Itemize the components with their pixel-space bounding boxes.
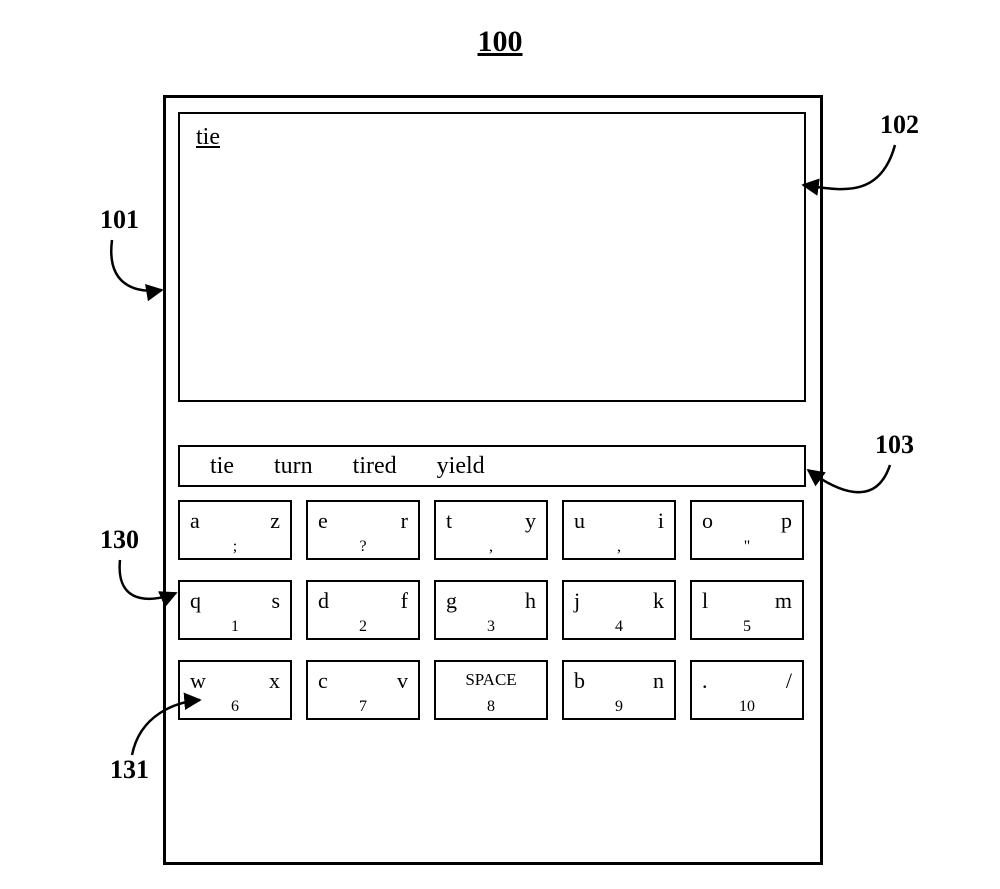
keyboard-key[interactable]: c v 7 xyxy=(306,660,420,720)
key-label-left: g xyxy=(446,588,457,614)
key-label-left: t xyxy=(446,508,452,534)
keyboard-key[interactable]: . / 10 xyxy=(690,660,804,720)
key-label-left: o xyxy=(702,508,713,534)
key-label-bottom: 3 xyxy=(436,618,546,636)
key-label-right: n xyxy=(653,668,664,694)
key-label-left: e xyxy=(318,508,328,534)
key-label-bottom: 7 xyxy=(308,698,418,716)
keyboard-key[interactable]: g h 3 xyxy=(434,580,548,640)
key-label-bottom: , xyxy=(436,538,546,556)
suggestion-item[interactable]: yield xyxy=(437,453,485,480)
keyboard-key[interactable]: l m 5 xyxy=(690,580,804,640)
key-label-right: i xyxy=(658,508,664,534)
key-label-bottom: 6 xyxy=(180,698,290,716)
key-label-left: d xyxy=(318,588,329,614)
key-label-right: x xyxy=(269,668,280,694)
key-label-right: p xyxy=(781,508,792,534)
ref-label-101: 101 xyxy=(100,205,139,235)
key-label-right: z xyxy=(270,508,280,534)
keyboard-key[interactable]: j k 4 xyxy=(562,580,676,640)
key-label-bottom: 8 xyxy=(436,698,546,716)
key-label-bottom: ; xyxy=(180,538,290,556)
key-label-left: u xyxy=(574,508,585,534)
typed-text: tie xyxy=(196,124,220,151)
key-label-center: SPACE xyxy=(436,670,546,690)
key-label-right: / xyxy=(786,668,792,694)
key-label-right: f xyxy=(401,588,408,614)
key-label-left: a xyxy=(190,508,200,534)
key-label-left: b xyxy=(574,668,585,694)
key-label-left: w xyxy=(190,668,206,694)
key-label-bottom: 2 xyxy=(308,618,418,636)
ref-label-130: 130 xyxy=(100,525,139,555)
suggestion-item[interactable]: turn xyxy=(274,453,313,480)
key-label-left: l xyxy=(702,588,708,614)
key-label-bottom: ? xyxy=(308,538,418,556)
key-label-left: q xyxy=(190,588,201,614)
key-label-bottom: , xyxy=(564,538,674,556)
ref-label-103: 103 xyxy=(875,430,914,460)
text-input-area[interactable]: tie xyxy=(178,112,806,402)
keyboard-key[interactable]: a z; xyxy=(178,500,292,560)
key-label-right: r xyxy=(401,508,408,534)
key-label-right: v xyxy=(397,668,408,694)
key-label-right: m xyxy=(775,588,792,614)
keyboard-key[interactable]: e r? xyxy=(306,500,420,560)
figure-number: 100 xyxy=(0,25,1000,59)
suggestion-item[interactable]: tired xyxy=(353,453,397,480)
keyboard-key[interactable]: SPACE 8 xyxy=(434,660,548,720)
key-label-bottom: 4 xyxy=(564,618,674,636)
key-label-left: c xyxy=(318,668,328,694)
keyboard-key[interactable]: t y, xyxy=(434,500,548,560)
keyboard-key[interactable]: o p " xyxy=(690,500,804,560)
keyboard-key[interactable]: w x 6 xyxy=(178,660,292,720)
keyboard-key[interactable]: d f 2 xyxy=(306,580,420,640)
key-label-right: k xyxy=(653,588,664,614)
key-label-right: h xyxy=(525,588,536,614)
key-label-right: y xyxy=(525,508,536,534)
key-label-bottom: 9 xyxy=(564,698,674,716)
key-label-left: j xyxy=(574,588,580,614)
suggestion-item[interactable]: tie xyxy=(210,453,234,480)
key-label-bottom: 10 xyxy=(692,698,802,716)
key-label-left: . xyxy=(702,668,708,694)
ref-label-131: 131 xyxy=(110,755,149,785)
key-label-bottom: 5 xyxy=(692,618,802,636)
key-label-bottom: " xyxy=(692,538,802,556)
key-label-right: s xyxy=(271,588,280,614)
suggestion-bar: tie turn tired yield xyxy=(178,445,806,487)
key-label-bottom: 1 xyxy=(180,618,290,636)
ref-label-102: 102 xyxy=(880,110,919,140)
keyboard-key[interactable]: b n 9 xyxy=(562,660,676,720)
keyboard-key[interactable]: q s 1 xyxy=(178,580,292,640)
virtual-keyboard: a z; e r? t y, u i, o p " q s 1 d f 2 g h 3 j k 4 l m 5 w x 6 c v 7 SPAC… xyxy=(178,500,806,722)
keyboard-key[interactable]: u i, xyxy=(562,500,676,560)
